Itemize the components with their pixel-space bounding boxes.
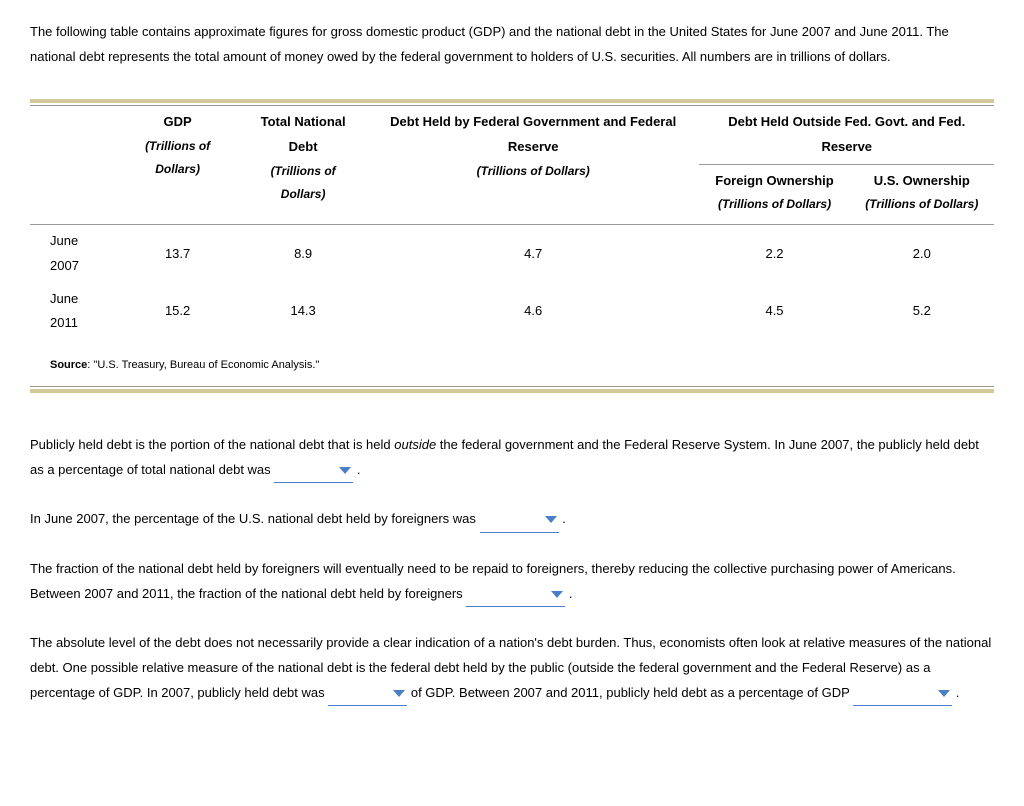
dropdown-gdp-change[interactable] bbox=[853, 681, 952, 707]
dropdown-pct-foreign[interactable] bbox=[480, 507, 559, 533]
question-body: Publicly held debt is the portion of the… bbox=[30, 433, 994, 707]
dropdown-pct-gdp[interactable] bbox=[328, 681, 407, 707]
dropdown-pct-publicly-held[interactable] bbox=[274, 458, 353, 484]
col-foreign-subtitle: (Trillions of Dollars) bbox=[707, 193, 841, 216]
cell-foreign: 2.2 bbox=[699, 225, 849, 283]
intro-paragraph: The following table contains approximate… bbox=[30, 20, 994, 69]
col-gdp-subtitle: (Trillions of Dollars) bbox=[124, 135, 231, 181]
row-label: June 2011 bbox=[30, 283, 116, 340]
cell-held-by-fed: 4.6 bbox=[367, 283, 700, 340]
dropdown-foreign-change[interactable] bbox=[466, 582, 565, 608]
col-total-debt: Total National Debt (Trillions of Dollar… bbox=[239, 106, 367, 224]
col-foreign: Foreign Ownership (Trillions of Dollars) bbox=[699, 164, 849, 224]
col-held-by-fed-title: Debt Held by Federal Government and Fede… bbox=[390, 114, 676, 154]
cell-gdp: 15.2 bbox=[116, 283, 239, 340]
paragraph-3: The fraction of the national debt held b… bbox=[30, 557, 994, 607]
p1-text-c: . bbox=[353, 462, 360, 477]
col-held-by-fed: Debt Held by Federal Government and Fede… bbox=[367, 106, 700, 224]
table-source: Source: "U.S. Treasury, Bureau of Econom… bbox=[30, 340, 994, 386]
paragraph-4: The absolute level of the debt does not … bbox=[30, 631, 994, 706]
cell-foreign: 4.5 bbox=[699, 283, 849, 340]
cell-us: 2.0 bbox=[850, 225, 994, 283]
col-gdp: GDP (Trillions of Dollars) bbox=[116, 106, 239, 224]
col-total-debt-subtitle: (Trillions of Dollars) bbox=[247, 160, 359, 206]
p4-text-c: . bbox=[952, 685, 959, 700]
row-label: June 2007 bbox=[30, 225, 116, 283]
cell-us: 5.2 bbox=[850, 283, 994, 340]
col-total-debt-title: Total National Debt bbox=[261, 114, 346, 154]
col-us-title: U.S. Ownership bbox=[874, 173, 970, 188]
source-label: Source bbox=[50, 359, 87, 371]
table-bottom-rule bbox=[30, 386, 994, 387]
paragraph-2: In June 2007, the percentage of the U.S.… bbox=[30, 507, 994, 533]
chevron-down-icon bbox=[938, 690, 950, 697]
col-outside-group: Debt Held Outside Fed. Govt. and Fed. Re… bbox=[699, 106, 994, 164]
p2-text-b: . bbox=[559, 511, 566, 526]
p3-text-b: . bbox=[565, 586, 572, 601]
col-gdp-title: GDP bbox=[164, 114, 192, 129]
p2-text-a: In June 2007, the percentage of the U.S.… bbox=[30, 511, 480, 526]
cell-total-debt: 8.9 bbox=[239, 225, 367, 283]
chevron-down-icon bbox=[393, 690, 405, 697]
p1-em: outside bbox=[394, 437, 436, 452]
gdp-debt-table: GDP (Trillions of Dollars) Total Nationa… bbox=[30, 106, 994, 340]
col-held-by-fed-subtitle: (Trillions of Dollars) bbox=[375, 160, 692, 183]
data-table-container: GDP (Trillions of Dollars) Total Nationa… bbox=[30, 99, 994, 393]
p4-text-b: of GDP. Between 2007 and 2011, publicly … bbox=[407, 685, 853, 700]
cell-total-debt: 14.3 bbox=[239, 283, 367, 340]
col-us-subtitle: (Trillions of Dollars) bbox=[858, 193, 986, 216]
cell-gdp: 13.7 bbox=[116, 225, 239, 283]
chevron-down-icon bbox=[545, 516, 557, 523]
table-top-divider bbox=[30, 99, 994, 103]
table-bottom-divider bbox=[30, 389, 994, 393]
paragraph-1: Publicly held debt is the portion of the… bbox=[30, 433, 994, 483]
chevron-down-icon bbox=[339, 467, 351, 474]
col-us: U.S. Ownership (Trillions of Dollars) bbox=[850, 164, 994, 224]
cell-held-by-fed: 4.7 bbox=[367, 225, 700, 283]
chevron-down-icon bbox=[551, 591, 563, 598]
table-row: June 2011 15.2 14.3 4.6 4.5 5.2 bbox=[30, 283, 994, 340]
source-text: : "U.S. Treasury, Bureau of Economic Ana… bbox=[87, 359, 319, 371]
col-foreign-title: Foreign Ownership bbox=[715, 173, 833, 188]
table-row: June 2007 13.7 8.9 4.7 2.2 2.0 bbox=[30, 225, 994, 283]
p1-text-a: Publicly held debt is the portion of the… bbox=[30, 437, 394, 452]
